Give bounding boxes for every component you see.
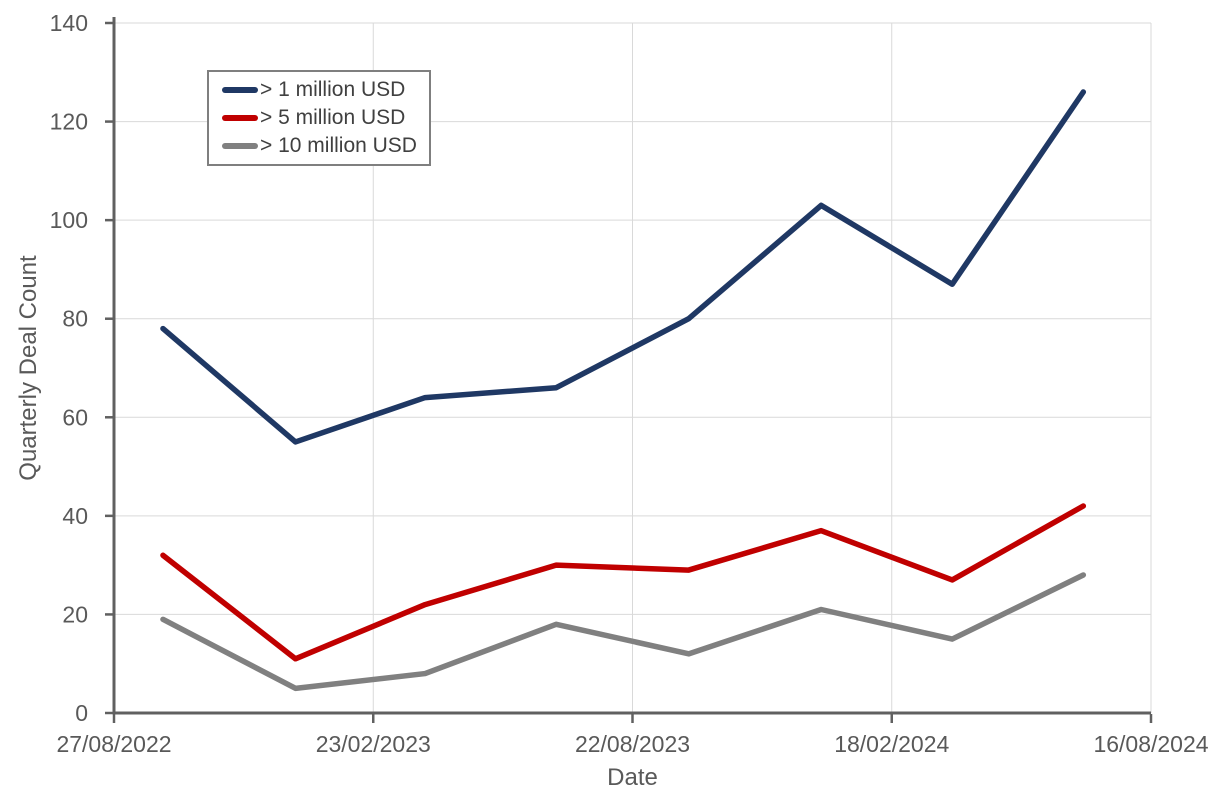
x-tick-label: 16/08/2024 — [1093, 731, 1208, 757]
legend-label: > 1 million USD — [260, 78, 406, 101]
series-line-5-million-usd — [160, 503, 1087, 662]
y-tick-label: 60 — [62, 404, 88, 430]
legend: > 1 million USD > 5 million USD > 10 milli… — [207, 70, 431, 166]
y-tick-label: 40 — [62, 503, 88, 529]
legend-swatch-icon — [222, 143, 258, 149]
legend-swatch-icon — [222, 115, 258, 121]
y-tick-label: 100 — [50, 207, 88, 233]
legend-swatch-icon — [222, 87, 258, 93]
legend-item: > 5 million USD — [222, 106, 425, 130]
x-tick-label: 27/08/2022 — [56, 731, 171, 757]
legend-label: > 10 million USD — [260, 134, 417, 157]
legend-label: > 5 million USD — [260, 106, 406, 129]
legend-item: > 10 million USD — [222, 134, 425, 158]
series-line-1-million-usd — [160, 89, 1087, 445]
x-tick-label: 18/02/2024 — [834, 731, 949, 757]
y-axis-title: Quarterly Deal Count — [15, 255, 42, 481]
x-tick-label: 23/02/2023 — [316, 731, 431, 757]
y-tick-label: 20 — [62, 601, 88, 627]
legend-item: > 1 million USD — [222, 78, 425, 102]
y-tick-label: 0 — [75, 700, 88, 726]
series-line-10-million-usd — [160, 572, 1087, 692]
x-tick-label: 22/08/2023 — [575, 731, 690, 757]
x-axis-title: Date — [607, 764, 658, 791]
y-tick-label: 120 — [50, 109, 88, 135]
y-tick-label: 80 — [62, 306, 88, 332]
y-tick-label: 140 — [50, 10, 88, 36]
